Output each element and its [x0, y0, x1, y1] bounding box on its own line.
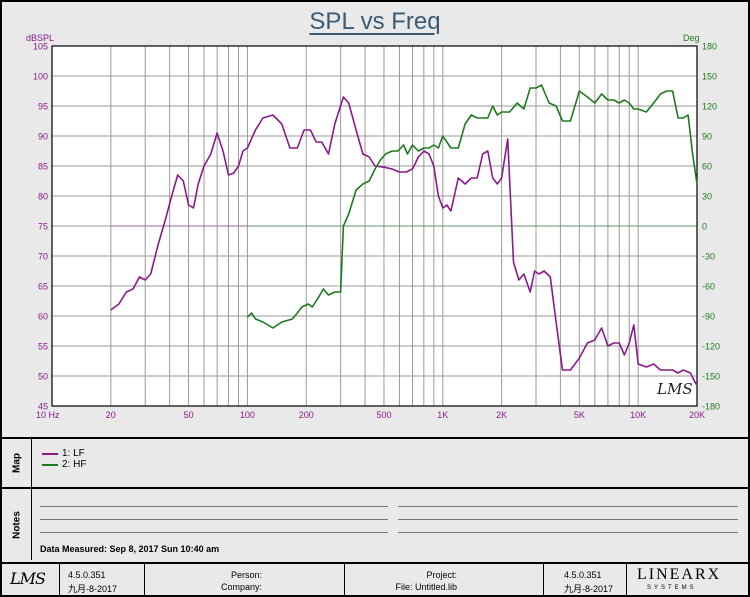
legend-label-lf: 1: LF: [62, 448, 85, 459]
series-line-1-lf: [110, 96, 698, 386]
y-tick-label-left: 50: [38, 372, 48, 382]
y-axis-label-left: dBSPL: [26, 33, 54, 43]
y-tick-label-right: 120: [702, 102, 717, 112]
x-tick-label: 500: [376, 410, 391, 420]
legend-swatch-lf: [42, 452, 58, 455]
lms-watermark: LMS: [656, 380, 693, 398]
note-line[interactable]: [398, 506, 738, 507]
legend-label-hf: 2: HF: [62, 459, 87, 470]
notes-panel: Notes Data Measured: Sep 8, 2017 Sun 10:…: [2, 487, 748, 560]
x-tick-label: 10K: [630, 410, 646, 420]
notes-side-label: Notes: [2, 489, 32, 560]
plot-border: [51, 45, 698, 407]
y-tick-label-left: 55: [38, 342, 48, 352]
footer-logo-cell: LMS: [2, 564, 60, 597]
date-measured: Data Measured: Sep 8, 2017 Sun 10:40 am: [40, 544, 220, 554]
y-tick-label-right: -30: [702, 252, 715, 262]
y-tick-label-left: 85: [38, 162, 48, 172]
y-tick-label-right: -150: [702, 372, 720, 382]
x-tick-label: 200: [299, 410, 314, 420]
y-tick-label-left: 80: [38, 192, 48, 202]
y-tick-label-left: 65: [38, 282, 48, 292]
footer-file-label: File: Untitled.lib: [395, 582, 457, 592]
y-tick-label-right: 0: [702, 222, 707, 232]
note-line[interactable]: [398, 519, 738, 520]
y-tick-label-right: 180: [702, 42, 717, 52]
x-tick-label: 1K: [437, 410, 448, 420]
y-tick-label-right: -120: [702, 342, 720, 352]
y-tick-label-right: 60: [702, 162, 712, 172]
legend-item-hf[interactable]: 2: HF: [42, 459, 86, 470]
y-tick-label-left: 105: [33, 42, 48, 52]
x-tick-label: 50: [184, 410, 194, 420]
y-axis-label-right: Deg: [683, 33, 700, 43]
y-tick-label-right: 90: [702, 132, 712, 142]
linearx-systems: SYSTEMS: [647, 585, 697, 591]
chart-title: SPL vs Freq: [309, 8, 441, 35]
legend-swatch-hf: [42, 463, 58, 466]
footer-version-left: 4.5.0.351: [68, 570, 106, 580]
note-line[interactable]: [40, 519, 388, 520]
footer-person-cell: Person: Company:: [145, 564, 345, 597]
series-line-2-hf: [246, 84, 698, 329]
linearx-logo: LINEARX: [637, 566, 722, 583]
footer: LMS 4.5.0.351 九月-8-2017 Person: Company:…: [2, 562, 748, 597]
note-line[interactable]: [398, 532, 738, 533]
map-label: Map: [11, 453, 22, 473]
footer-version-cell-right: 4.5.0.351 九月-8-2017: [544, 564, 627, 597]
x-tick-label: 2K: [496, 410, 507, 420]
footer-project-label: Project:: [426, 570, 457, 580]
y-tick-label-left: 70: [38, 252, 48, 262]
x-tick-label: 10 Hz: [36, 410, 60, 420]
y-tick-label-left: 95: [38, 102, 48, 112]
footer-project-cell: Project: File: Untitled.lib: [345, 564, 544, 597]
legend-item-lf[interactable]: 1: LF: [42, 448, 85, 459]
footer-date-left: 九月-8-2017: [68, 584, 118, 594]
y-tick-label-left: 75: [38, 222, 48, 232]
x-tick-label: 20K: [689, 410, 705, 420]
note-line[interactable]: [40, 532, 388, 533]
x-tick-label: 20: [106, 410, 116, 420]
y-tick-label-left: 100: [33, 72, 48, 82]
note-line[interactable]: [40, 506, 388, 507]
y-tick-label-left: 45: [38, 402, 48, 412]
notes-label: Notes: [11, 510, 22, 539]
map-panel: Map 1: LF 2: HF: [2, 437, 748, 487]
lms-logo: LMS: [10, 569, 46, 588]
y-tick-label-right: 150: [702, 72, 717, 82]
y-tick-label-right: -180: [702, 402, 720, 412]
y-tick-label-right: 30: [702, 192, 712, 202]
footer-person-label: Person:: [230, 570, 262, 580]
y-tick-label-right: -90: [702, 312, 715, 322]
footer-version-right: 4.5.0.351: [564, 570, 602, 580]
footer-version-cell-left: 4.5.0.351 九月-8-2017: [60, 564, 145, 597]
footer-brand-cell: LINEARX SYSTEMS: [627, 564, 748, 597]
footer-date-right: 九月-8-2017: [564, 584, 614, 594]
x-tick-label: 5K: [574, 410, 585, 420]
footer-company-label: Company:: [220, 582, 262, 592]
y-tick-label-left: 60: [38, 312, 48, 322]
y-tick-label-right: -60: [702, 282, 715, 292]
y-tick-label-left: 90: [38, 132, 48, 142]
map-side-label: Map: [2, 439, 32, 487]
x-tick-label: 100: [240, 410, 255, 420]
